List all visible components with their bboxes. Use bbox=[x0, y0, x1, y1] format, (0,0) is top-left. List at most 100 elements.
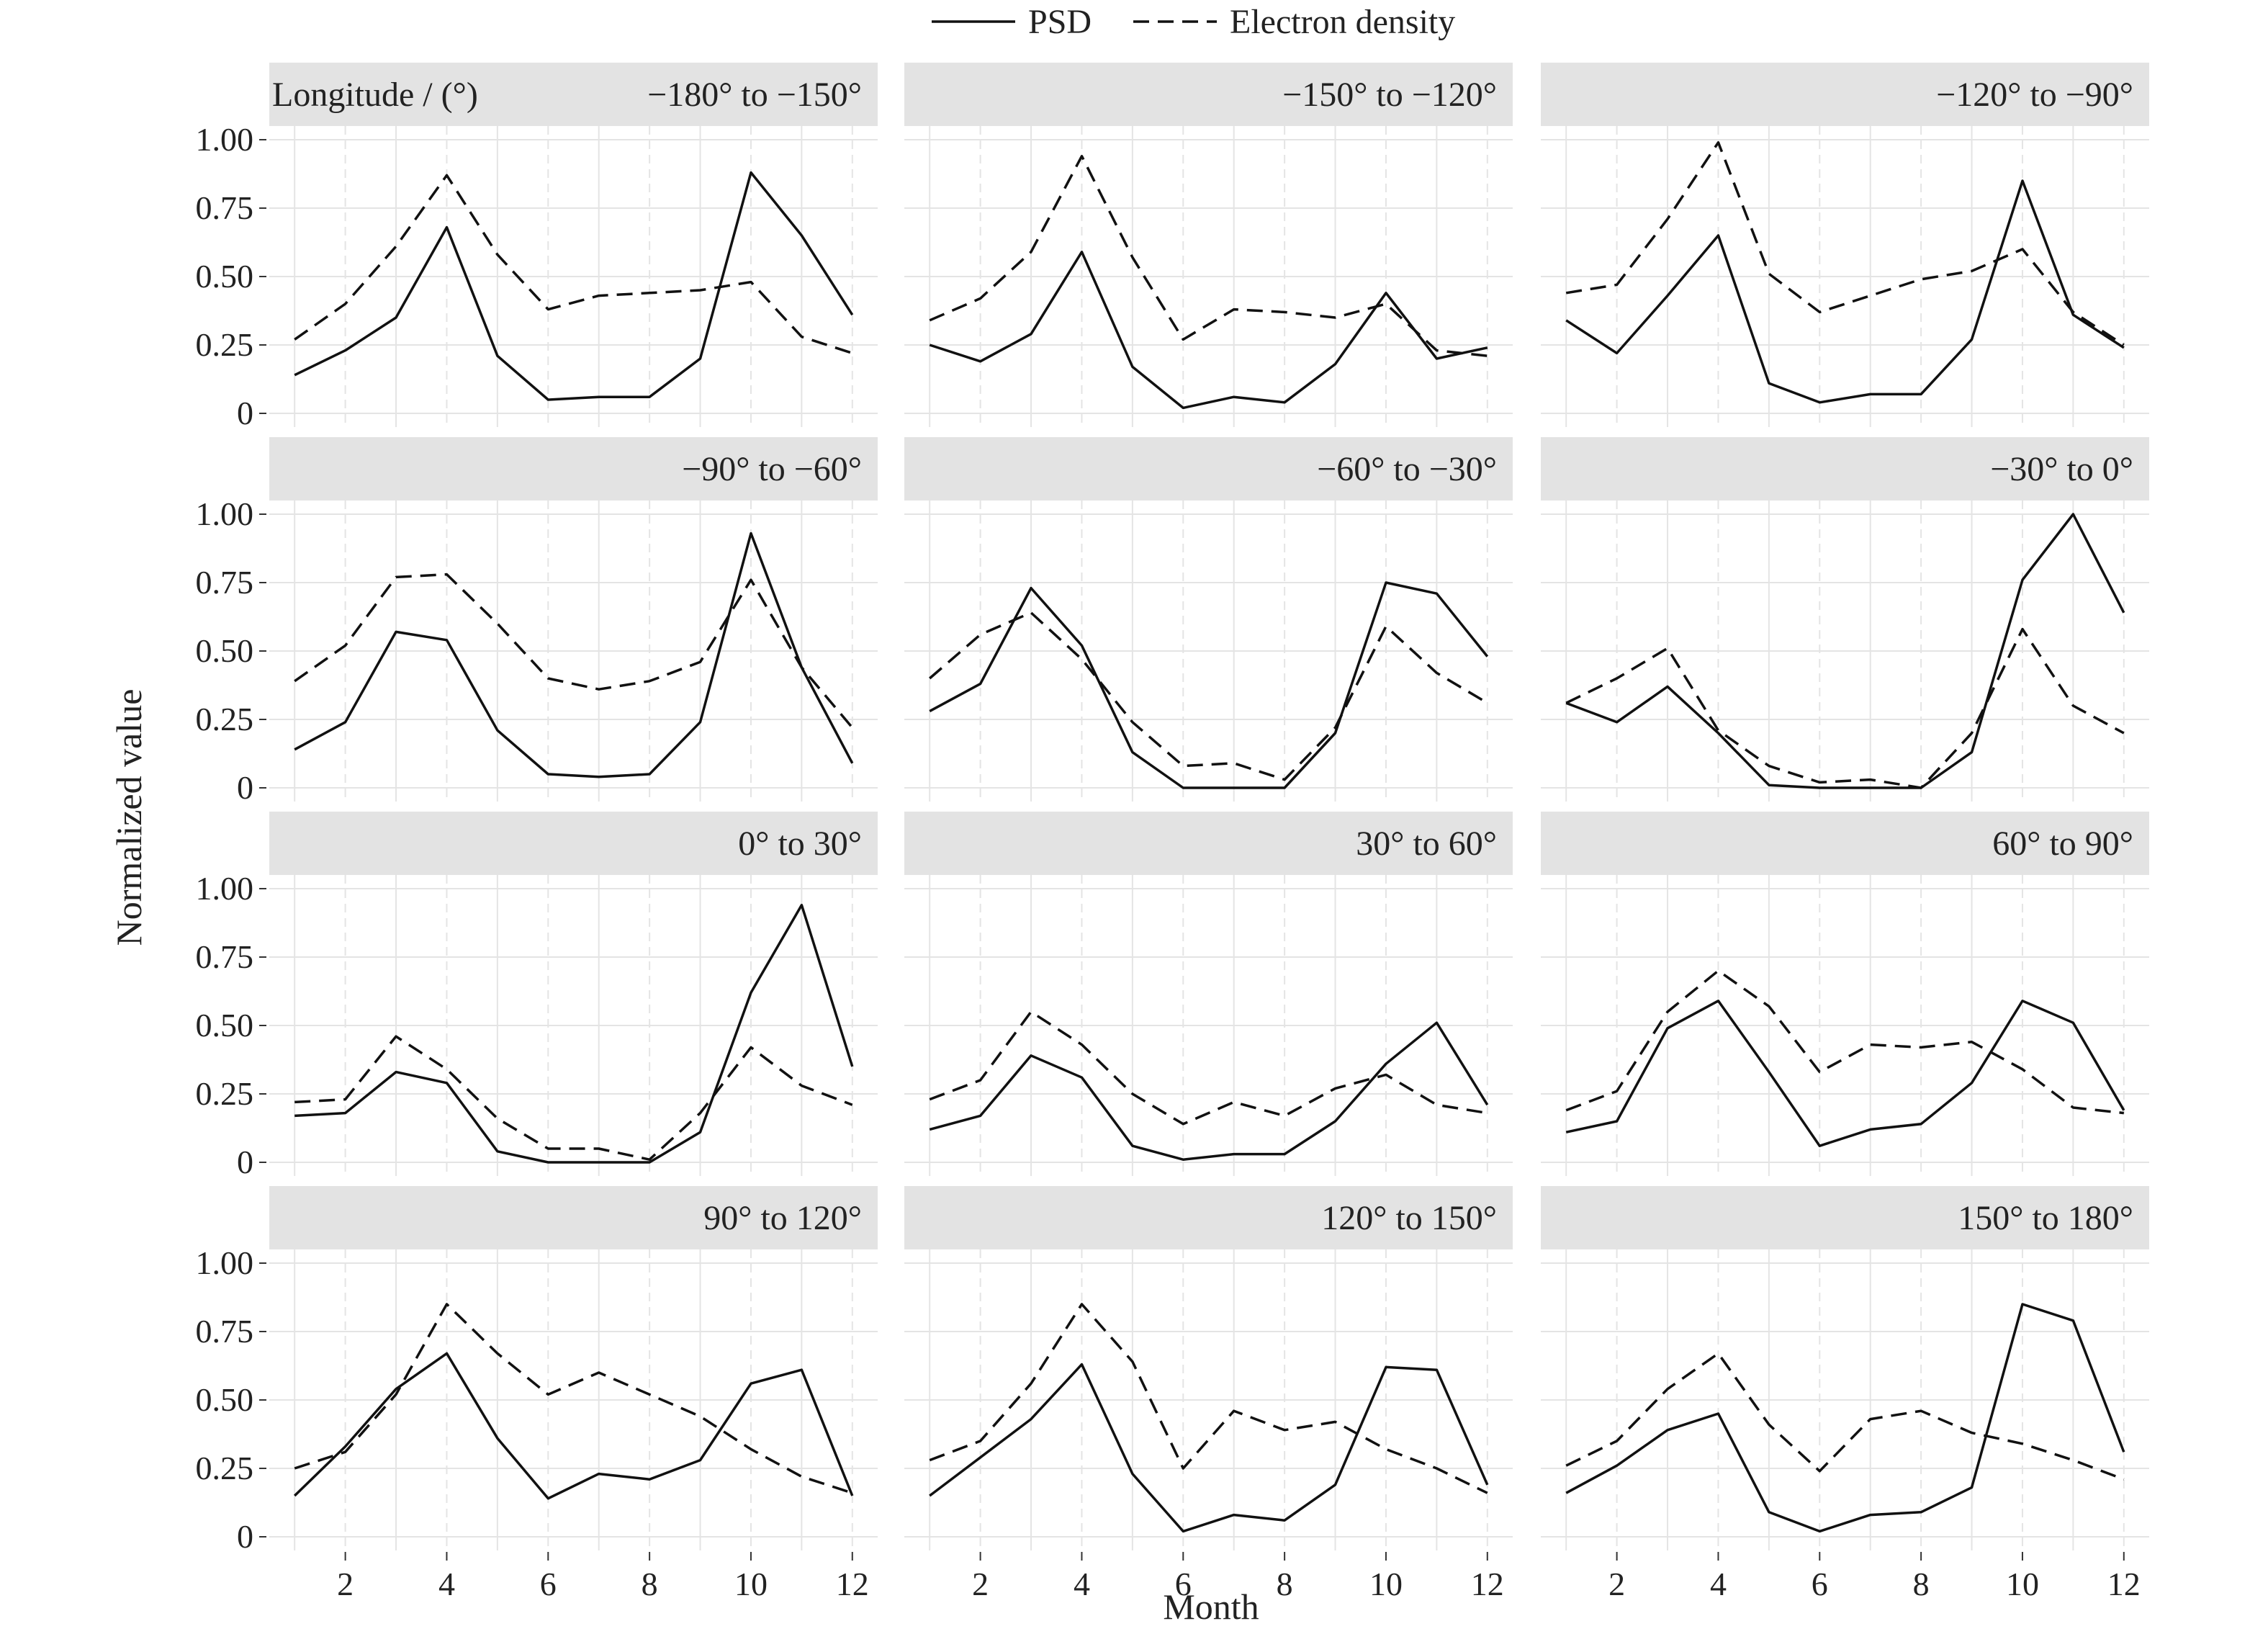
y-tick-label: 0 bbox=[237, 1144, 253, 1180]
facet-strip bbox=[269, 812, 878, 875]
y-tick-label: 0.50 bbox=[196, 1007, 254, 1043]
series-psd-line bbox=[294, 904, 854, 1164]
y-tick-label: 0.75 bbox=[196, 189, 254, 226]
y-tick-label: 1.00 bbox=[196, 495, 254, 532]
facet-strip bbox=[269, 437, 878, 500]
y-tick-label: 0.25 bbox=[196, 326, 254, 363]
x-tick-label: 4 bbox=[1074, 1566, 1090, 1602]
facet-strip bbox=[904, 63, 1513, 126]
facet-strip-label: 120° to 150° bbox=[1321, 1199, 1497, 1237]
facet-strip-label: 90° to 120° bbox=[703, 1199, 862, 1237]
series-electron-density-line bbox=[1565, 969, 2124, 1115]
facet-strip-label: 0° to 30° bbox=[738, 825, 862, 863]
series-psd-line bbox=[1565, 1303, 2125, 1533]
facet-strip bbox=[1541, 812, 2149, 875]
facet-strip-label: 150° to 180° bbox=[1958, 1199, 2133, 1237]
series-electron-density-line bbox=[294, 174, 853, 355]
facet-strip bbox=[1541, 63, 2149, 126]
y-tick-label: 0.50 bbox=[196, 258, 254, 295]
panels: −180° to −150° Longitude / (°) 0 0.25 0.50 0.… bbox=[196, 63, 2149, 1602]
x-tick-label: 6 bbox=[1812, 1566, 1828, 1602]
facet-panel: −60° to −30° bbox=[904, 437, 1513, 802]
x-tick-label: 2 bbox=[337, 1566, 354, 1602]
facet-strip-label: −60° to −30° bbox=[1317, 450, 1497, 488]
series-electron-density-line bbox=[929, 1010, 1488, 1126]
series-psd-line bbox=[1565, 513, 2125, 789]
facet-panel: 0° to 30° 0 0.25 0.50 0.75 1.00 bbox=[196, 812, 878, 1180]
legend-ed-label: Electron density bbox=[1230, 3, 1455, 41]
facet-panel: −180° to −150° Longitude / (°) 0 0.25 0.50 0.… bbox=[196, 63, 878, 431]
y-tick-label: 0.25 bbox=[196, 1450, 254, 1486]
x-tick-label: 12 bbox=[1471, 1566, 1504, 1602]
series-psd-line bbox=[929, 251, 1488, 410]
facet-strip-label: −120° to −90° bbox=[1936, 76, 2133, 114]
x-tick-label: 6 bbox=[540, 1566, 557, 1602]
x-tick-label: 2 bbox=[972, 1566, 989, 1602]
x-tick-label: 12 bbox=[2107, 1566, 2141, 1602]
facet-strip bbox=[269, 1186, 878, 1249]
x-tick-label: 8 bbox=[1913, 1566, 1930, 1602]
facet-panel: 30° to 60° bbox=[904, 812, 1513, 1176]
x-tick-label: 4 bbox=[438, 1566, 455, 1602]
x-axis-title: Month bbox=[1163, 1586, 1259, 1627]
facet-strip bbox=[1541, 437, 2149, 500]
series-psd-line bbox=[1565, 179, 2125, 404]
facet-strip-prefix: Longitude / (°) bbox=[272, 76, 478, 114]
facet-panel: 120° to 150° 2 4 6 8 10 12 bbox=[904, 1186, 1513, 1602]
facet-panel: 60° to 90° bbox=[1541, 812, 2149, 1176]
facet-strip bbox=[269, 63, 878, 126]
facet-strip-label: 30° to 60° bbox=[1356, 825, 1497, 863]
series-electron-density-line bbox=[929, 155, 1488, 357]
facet-panel: −30° to 0° bbox=[1541, 437, 2149, 802]
y-tick-label: 0 bbox=[237, 1518, 253, 1555]
facet-strip bbox=[904, 812, 1513, 875]
series-psd-line bbox=[294, 171, 854, 401]
y-tick-label: 0.75 bbox=[196, 1313, 254, 1350]
facet-panel: 150° to 180° 2 4 6 8 10 12 bbox=[1541, 1186, 2149, 1602]
series-psd-line bbox=[1565, 1000, 2125, 1147]
series-electron-density-line bbox=[294, 1035, 853, 1161]
x-tick-label: 8 bbox=[1277, 1566, 1293, 1602]
y-tick-label: 0.75 bbox=[196, 938, 254, 975]
facet-strip bbox=[904, 1186, 1513, 1249]
facet-strip-label: −180° to −150° bbox=[647, 76, 862, 114]
legend: PSD Electron density bbox=[932, 3, 1455, 41]
series-psd-line bbox=[929, 581, 1489, 789]
series-electron-density-line bbox=[929, 611, 1488, 781]
series-psd-line bbox=[929, 1363, 1489, 1533]
facet-strip-label: 60° to 90° bbox=[1992, 825, 2133, 863]
series-electron-density-line bbox=[929, 1303, 1488, 1494]
y-tick-label: 0.25 bbox=[196, 1075, 254, 1112]
y-tick-label: 0.50 bbox=[196, 1381, 254, 1418]
x-tick-label: 10 bbox=[734, 1566, 768, 1602]
x-tick-label: 12 bbox=[836, 1566, 869, 1602]
series-psd-line bbox=[293, 1352, 854, 1500]
legend-psd-label: PSD bbox=[1028, 3, 1092, 41]
y-axis-title: Normalized value bbox=[109, 689, 149, 946]
x-tick-label: 4 bbox=[1710, 1566, 1727, 1602]
y-tick-label: 1.00 bbox=[196, 121, 254, 158]
facet-panel: 90° to 120° 0 0.25 0.50 0.75 1.00 2 4 6 8 10 12 bbox=[196, 1186, 878, 1602]
y-tick-label: 0.75 bbox=[196, 564, 254, 601]
facet-panel: −90° to −60° 0 0.25 0.50 0.75 1.00 bbox=[196, 437, 878, 806]
series-electron-density-line bbox=[294, 573, 854, 729]
facet-panel: −150° to −120° bbox=[904, 63, 1513, 427]
x-tick-label: 10 bbox=[1369, 1566, 1403, 1602]
series-electron-density-line bbox=[294, 1303, 853, 1494]
facet-strip bbox=[1541, 1186, 2149, 1249]
y-tick-label: 0 bbox=[237, 395, 253, 431]
series-psd-line bbox=[294, 531, 854, 778]
y-tick-label: 1.00 bbox=[196, 1244, 254, 1281]
x-tick-label: 2 bbox=[1608, 1566, 1625, 1602]
facet-strip bbox=[904, 437, 1513, 500]
x-tick-label: 6 bbox=[1175, 1566, 1192, 1602]
facet-strip-label: −30° to 0° bbox=[1990, 450, 2133, 488]
series-electron-density-line bbox=[1565, 627, 2125, 789]
facet-strip-label: −90° to −60° bbox=[682, 450, 862, 488]
y-tick-label: 0.50 bbox=[196, 632, 254, 669]
y-tick-label: 0.25 bbox=[196, 701, 254, 737]
y-tick-label: 1.00 bbox=[196, 870, 254, 907]
facet-panel: −120° to −90° bbox=[1541, 63, 2149, 427]
x-tick-label: 8 bbox=[642, 1566, 658, 1602]
